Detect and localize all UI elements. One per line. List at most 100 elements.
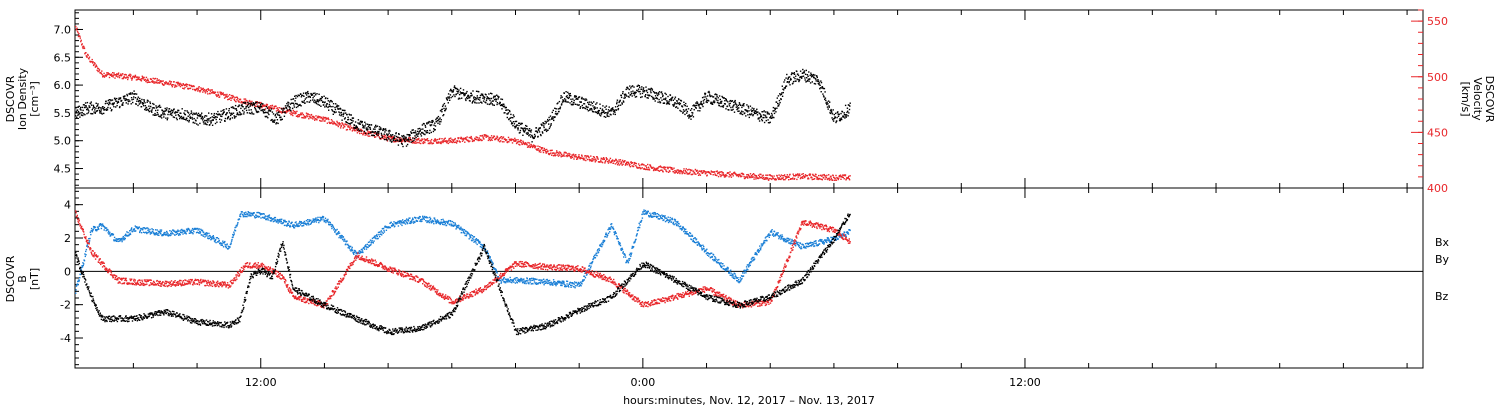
velocity-point [753, 178, 755, 180]
by-point [385, 229, 388, 231]
velocity-point [261, 106, 263, 109]
density-point [701, 103, 703, 105]
density-point [705, 96, 707, 98]
velocity-point [386, 140, 389, 142]
velocity-point [483, 134, 485, 136]
velocity-point [176, 85, 178, 87]
density-point [579, 107, 581, 109]
density-point [536, 130, 538, 133]
density-point [471, 102, 473, 104]
by-point [170, 232, 172, 235]
velocity-point [781, 177, 783, 180]
velocity-point [829, 178, 831, 181]
density-point [121, 104, 123, 106]
velocity-point [516, 142, 518, 144]
density-point [457, 90, 459, 93]
velocity-point [547, 152, 550, 155]
density-point [171, 114, 173, 117]
density-point [559, 107, 561, 110]
by-point [375, 238, 377, 240]
by-point [365, 244, 367, 246]
density-point [638, 85, 640, 87]
density-point [83, 106, 86, 109]
density-point [806, 77, 808, 79]
density-point [594, 106, 596, 108]
density-point [568, 94, 571, 97]
velocity-point [449, 141, 451, 143]
velocity-point [576, 158, 578, 160]
velocity-point [601, 161, 603, 163]
velocity-point [296, 115, 299, 117]
density-point [751, 107, 753, 109]
density-point [738, 107, 740, 109]
density-point [129, 92, 132, 94]
density-point [541, 124, 543, 127]
density-point [308, 101, 311, 103]
by-point [308, 219, 310, 221]
by-point [414, 216, 416, 219]
density-point [127, 103, 129, 105]
by-point [297, 225, 299, 227]
density-point [690, 118, 692, 120]
by-point [317, 219, 320, 221]
by-point [249, 211, 251, 214]
density-point [815, 78, 817, 80]
density-point [122, 102, 124, 104]
density-point [434, 129, 436, 131]
density-point [104, 108, 106, 111]
density-point [429, 124, 432, 127]
velocity-point [605, 157, 607, 159]
density-point [746, 109, 748, 112]
density-point [116, 97, 118, 100]
density-point [509, 117, 511, 119]
by-point [373, 235, 376, 238]
by-point [322, 217, 324, 219]
density-point [564, 98, 566, 100]
by-point [410, 220, 413, 222]
by-point [97, 228, 99, 231]
density-point [759, 113, 761, 115]
velocity-point [528, 146, 530, 148]
density-point [295, 97, 297, 99]
velocity-point [218, 96, 221, 98]
velocity-point [97, 68, 100, 70]
velocity-point [540, 147, 542, 149]
density-point [226, 112, 228, 114]
density-point [252, 103, 254, 106]
by-point [316, 219, 319, 221]
velocity-point [81, 44, 83, 46]
density-point [831, 111, 833, 113]
density-point [211, 116, 213, 118]
density-point [197, 112, 200, 115]
density-point [458, 89, 460, 91]
density-point [260, 105, 263, 108]
density-point [277, 114, 279, 116]
velocity-point [807, 178, 809, 180]
velocity-point [207, 88, 209, 90]
velocity-point [740, 172, 743, 175]
density-point [845, 115, 847, 117]
density-point [503, 105, 506, 107]
density-point [446, 99, 449, 101]
density-point [482, 97, 484, 99]
density-point [686, 105, 688, 107]
density-point [445, 108, 447, 111]
by-point [381, 231, 383, 233]
velocity-point [390, 136, 392, 139]
velocity-point [91, 58, 93, 61]
velocity-point [834, 179, 837, 181]
velocity-point [691, 169, 693, 171]
density-point [825, 102, 828, 104]
density-point [177, 114, 179, 116]
density-point [677, 98, 680, 100]
velocity-point [229, 97, 232, 99]
density-point [695, 102, 697, 104]
velocity-point [264, 105, 266, 107]
density-point [232, 106, 234, 108]
velocity-point [88, 58, 90, 60]
density-point [289, 108, 291, 110]
velocity-point [228, 98, 230, 100]
density-point [432, 130, 435, 133]
velocity-point [798, 173, 801, 175]
velocity-point [662, 167, 665, 169]
